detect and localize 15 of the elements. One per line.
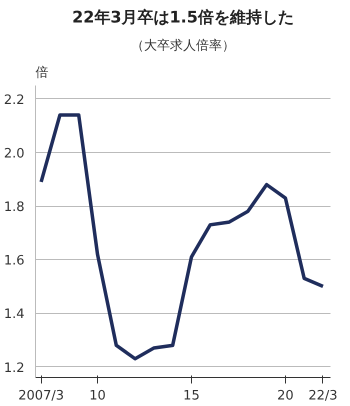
x-tick-label: 15 xyxy=(183,388,200,404)
y-tick-label: 2.0 xyxy=(4,146,25,162)
x-tick-label: 2007/3 xyxy=(18,388,64,404)
y-tick-label: 2.2 xyxy=(4,92,25,108)
x-tick-label: 20 xyxy=(277,388,294,404)
y-tick-label: 1.8 xyxy=(4,200,25,216)
line-series xyxy=(39,113,325,360)
y-tick-label: 1.2 xyxy=(4,360,25,376)
y-tick-label: 1.6 xyxy=(4,254,25,269)
y-tick-label: 1.4 xyxy=(4,307,25,322)
x-tick-label: 22/3 xyxy=(308,388,338,404)
x-tick-label: 10 xyxy=(89,388,106,404)
y-axis-title: 倍 xyxy=(36,66,48,80)
chart-subtitle: （大卒求人倍率） xyxy=(131,38,235,54)
chart-title: 22年3月卒は1.5倍を維持した xyxy=(72,8,294,26)
